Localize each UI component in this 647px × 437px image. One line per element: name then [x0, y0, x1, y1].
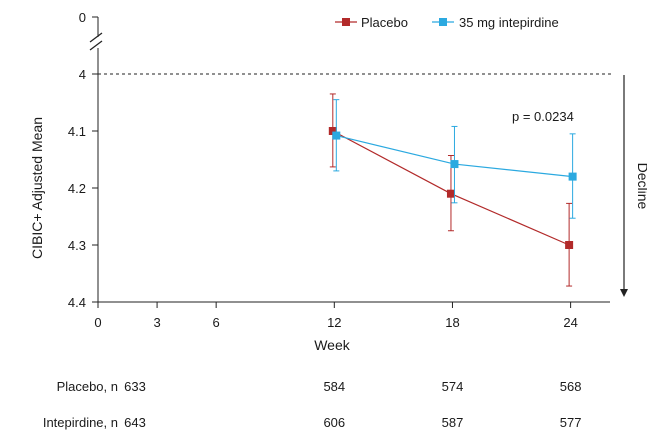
p-value-annotation: p = 0.0234 [512, 109, 574, 124]
counts-table: Placebo, n 633 584 574 568 Intepirdine, n 643 6… [43, 379, 582, 430]
data-point [328, 127, 337, 135]
y-top-tick-label: 0 [79, 10, 86, 25]
data-point [446, 189, 455, 198]
count-value: 574 [442, 379, 464, 394]
x-tick-label: 18 [445, 315, 459, 330]
x-tick-label: 0 [94, 315, 101, 330]
x-tick-label: 6 [213, 315, 220, 330]
axis-break-mark-1 [89, 32, 103, 43]
x-ticks: 0 3 6 12 18 24 [94, 302, 578, 330]
count-value: 568 [560, 379, 582, 394]
data-point [568, 172, 577, 181]
legend-label-intepirdine: 35 mg intepirdine [459, 15, 559, 30]
decline-label: Decline [635, 163, 647, 210]
data-point [450, 160, 459, 169]
y-axis-title: CIBIC+ Adjusted Mean [29, 117, 45, 259]
x-tick-label: 24 [563, 315, 577, 330]
count-value: 577 [560, 415, 582, 430]
count-row-label: Placebo, n [57, 379, 118, 394]
count-value: 587 [442, 415, 464, 430]
legend-label-placebo: Placebo [361, 15, 408, 30]
x-tick-label: 3 [153, 315, 160, 330]
legend: Placebo 35 mg intepirdine [335, 15, 559, 30]
legend-marker-intepirdine [439, 18, 447, 26]
y-tick-label: 4 [79, 67, 86, 82]
count-value: 643 [124, 415, 146, 430]
decline-arrow [620, 75, 628, 297]
y-tick-label: 4.2 [68, 181, 86, 196]
x-tick-label: 12 [327, 315, 341, 330]
count-value: 633 [124, 379, 146, 394]
y-tick-label: 4.1 [68, 124, 86, 139]
data-point [565, 241, 574, 249]
axis-break-mark-2 [89, 40, 103, 51]
x-axis-title: Week [314, 337, 351, 353]
y-ticks: 4 4.1 4.2 4.3 4.4 [68, 67, 98, 310]
count-row-label: Intepirdine, n [43, 415, 118, 430]
legend-marker-placebo [342, 18, 350, 26]
data-point [332, 131, 341, 140]
count-value: 584 [323, 379, 345, 394]
y-tick-label: 4.3 [68, 238, 86, 253]
y-tick-label: 4.4 [68, 295, 86, 310]
series-layer [328, 93, 577, 287]
count-value: 606 [323, 415, 345, 430]
